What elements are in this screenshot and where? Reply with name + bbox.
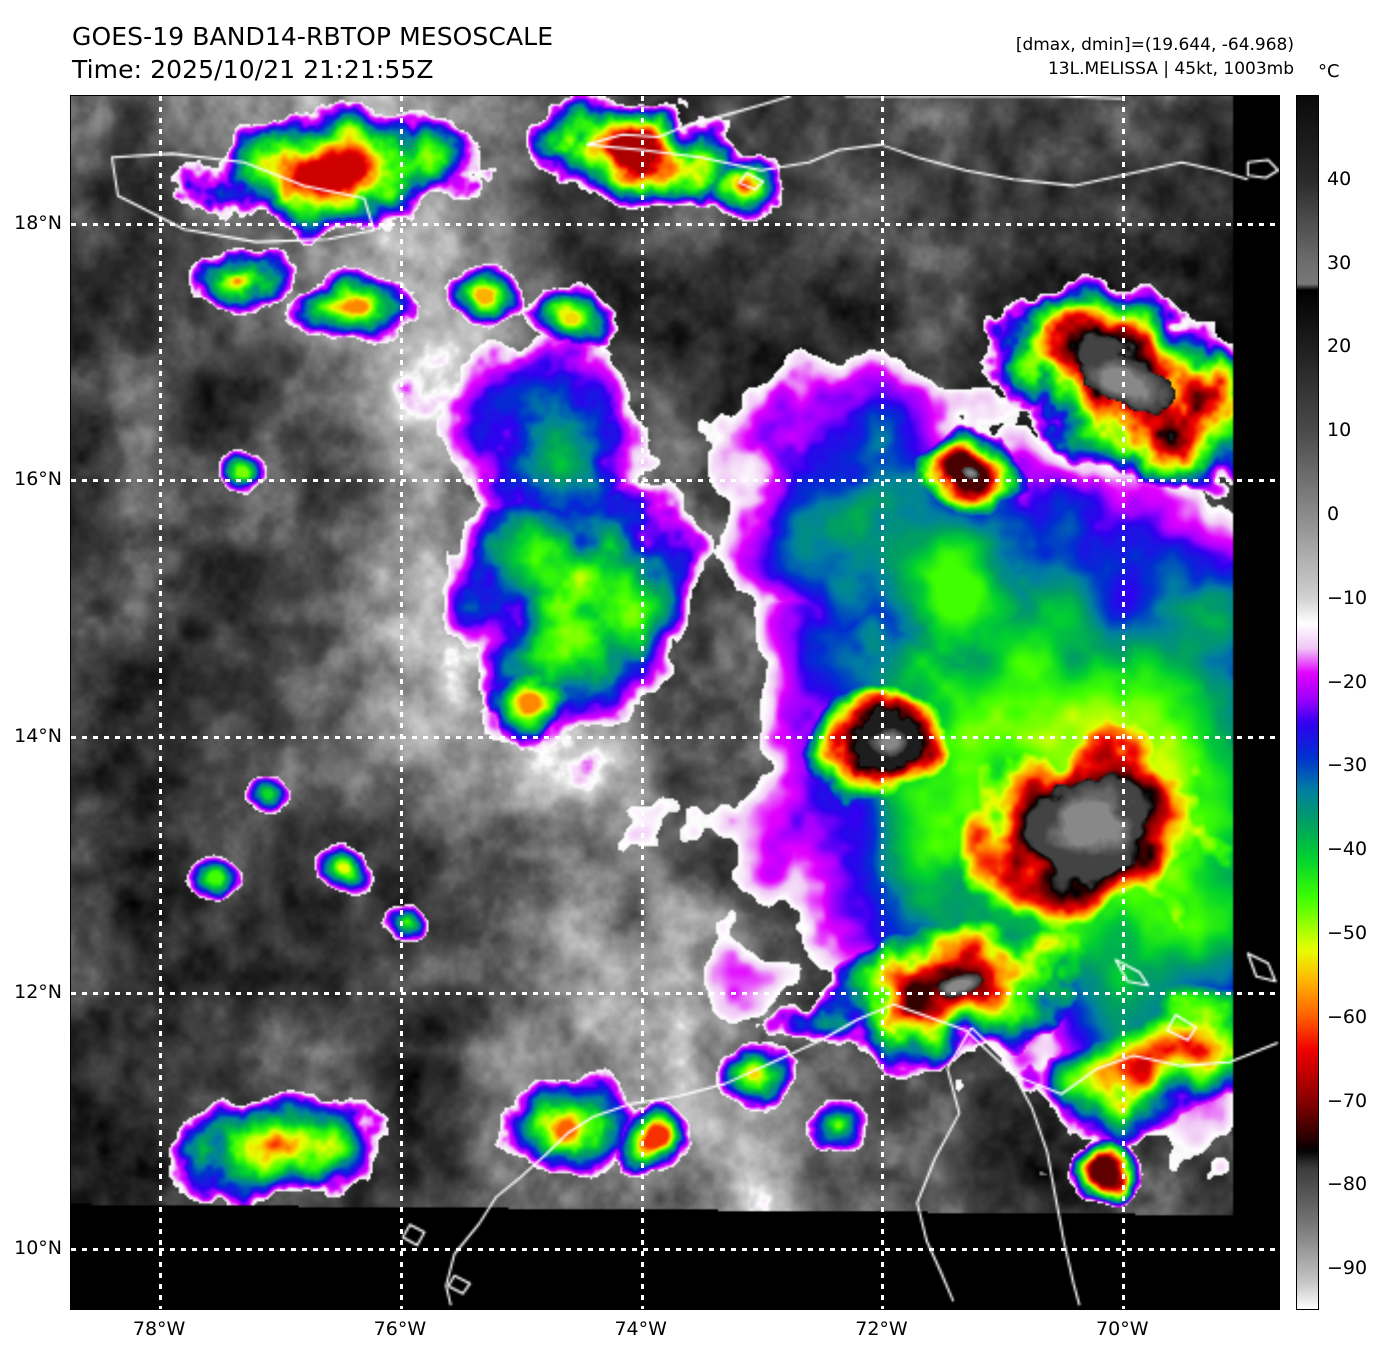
colorbar-tick-label: 0 xyxy=(1327,502,1340,525)
colorbar-tick-label: −20 xyxy=(1327,670,1368,693)
colorbar-tick-label: 10 xyxy=(1327,419,1352,442)
latitude-tick-label: 12°N xyxy=(14,981,62,1004)
colorbar-gradient xyxy=(1297,96,1318,1309)
colorbar-tick-label: −50 xyxy=(1327,921,1368,944)
satellite-image-plot: Copyright © 2020-2025 Dapiya xyxy=(70,95,1280,1310)
header-title-block: GOES-19 BAND14-RBTOP MESOSCALE Time: 202… xyxy=(72,20,553,86)
storm-info-label: 13L.MELISSA | 45kt, 1003mb xyxy=(1047,59,1294,79)
colorbar-tick-label: −90 xyxy=(1327,1257,1368,1280)
colorbar-tick-label: 40 xyxy=(1327,167,1352,190)
page-title: GOES-19 BAND14-RBTOP MESOSCALE xyxy=(72,22,554,51)
header-metadata-block: [dmax, dmin]=(19.644, -64.968) 13L.MELIS… xyxy=(1016,33,1294,81)
colorbar xyxy=(1296,95,1319,1310)
latitude-tick-label: 18°N xyxy=(14,212,62,235)
colorbar-tick-label: 30 xyxy=(1327,251,1352,274)
latitude-tick-label: 14°N xyxy=(14,724,62,747)
longitude-tick-label: 72°W xyxy=(855,1318,908,1340)
longitude-tick-label: 76°W xyxy=(373,1318,427,1340)
colorbar-tick-label: −40 xyxy=(1327,838,1368,861)
colorbar-tick-label: 20 xyxy=(1327,335,1352,358)
latitude-tick-label: 16°N xyxy=(14,468,62,491)
colorbar-unit-label: °C xyxy=(1318,61,1340,82)
colorbar-tick-label: −80 xyxy=(1327,1173,1368,1196)
latitude-tick-label: 10°N xyxy=(14,1237,62,1260)
longitude-tick-label: 70°W xyxy=(1096,1318,1149,1340)
colorbar-tick-label: −10 xyxy=(1327,586,1368,609)
colorbar-tick-label: −30 xyxy=(1327,754,1368,777)
dmax-dmin-label: [dmax, dmin]=(19.644, -64.968) xyxy=(1015,35,1294,55)
longitude-tick-label: 78°W xyxy=(132,1318,186,1340)
longitude-tick-label: 74°W xyxy=(614,1318,667,1340)
colorbar-tick-label: −60 xyxy=(1327,1005,1368,1028)
satellite-imagery-canvas xyxy=(71,96,1279,1309)
timestamp-label: Time: 2025/10/21 21:21:55Z xyxy=(72,55,434,84)
colorbar-tick-label: −70 xyxy=(1327,1089,1368,1112)
